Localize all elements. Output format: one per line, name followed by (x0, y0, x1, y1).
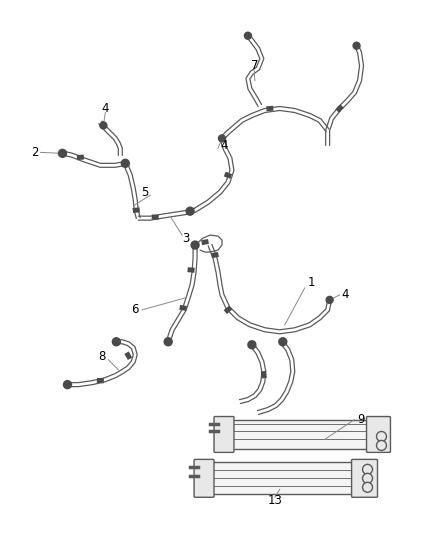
Circle shape (279, 338, 287, 346)
Text: 4: 4 (342, 288, 349, 301)
Bar (97, 378, 104, 383)
Circle shape (121, 159, 129, 167)
Circle shape (248, 341, 256, 349)
Bar (77, 155, 84, 160)
Circle shape (244, 32, 251, 39)
Bar (179, 305, 187, 311)
Text: 2: 2 (31, 146, 39, 159)
Text: 8: 8 (98, 350, 106, 363)
Circle shape (191, 241, 199, 249)
Circle shape (186, 207, 194, 215)
Text: 13: 13 (267, 494, 282, 507)
Text: 9: 9 (357, 413, 365, 426)
Bar (211, 252, 219, 258)
Circle shape (363, 482, 372, 492)
Bar (201, 239, 209, 245)
FancyBboxPatch shape (214, 416, 234, 453)
Text: 4: 4 (220, 139, 227, 152)
Circle shape (64, 381, 71, 389)
Circle shape (112, 338, 120, 346)
FancyBboxPatch shape (230, 419, 370, 449)
Bar (152, 214, 159, 220)
FancyBboxPatch shape (210, 462, 355, 494)
Circle shape (377, 440, 386, 450)
Bar (224, 306, 232, 314)
Circle shape (219, 135, 226, 142)
Bar (336, 104, 344, 113)
Bar (187, 267, 195, 273)
Bar (261, 371, 267, 378)
FancyBboxPatch shape (352, 459, 378, 497)
Bar (224, 172, 232, 179)
Bar (266, 106, 274, 111)
Text: 1: 1 (308, 277, 315, 289)
Circle shape (59, 149, 67, 157)
Circle shape (100, 122, 107, 129)
Circle shape (363, 473, 372, 483)
Text: 7: 7 (251, 59, 258, 72)
Circle shape (326, 296, 333, 303)
Circle shape (377, 432, 386, 441)
Bar (124, 351, 132, 360)
FancyBboxPatch shape (194, 459, 214, 497)
Text: 3: 3 (182, 232, 190, 245)
Circle shape (353, 42, 360, 49)
Text: 4: 4 (102, 102, 109, 115)
Circle shape (164, 338, 172, 346)
Bar (133, 207, 140, 213)
Text: 6: 6 (131, 303, 138, 317)
Text: 5: 5 (141, 185, 148, 199)
Circle shape (363, 464, 372, 474)
FancyBboxPatch shape (367, 416, 390, 453)
